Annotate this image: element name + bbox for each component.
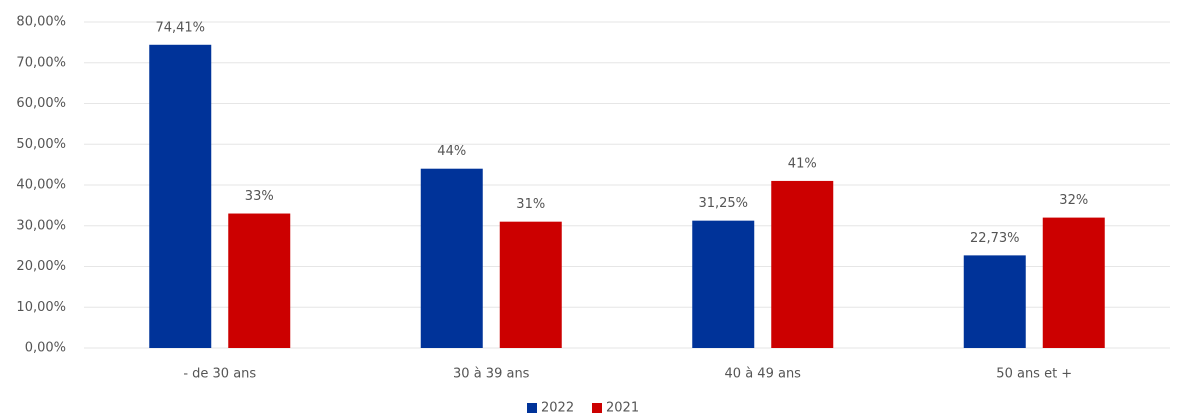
data-label: 74,41%: [155, 20, 205, 35]
y-tick-label: 80,00%: [16, 15, 66, 30]
bar: [771, 180, 834, 348]
x-tick-label: 30 à 39 ans: [453, 367, 530, 382]
data-label: 33%: [245, 189, 274, 204]
data-label: 41%: [788, 156, 817, 171]
y-tick-label: 0,00%: [25, 341, 66, 356]
data-label: 32%: [1059, 193, 1088, 208]
bar: [228, 213, 291, 348]
legend-label: 2021: [606, 401, 639, 416]
data-label: 31,25%: [698, 196, 748, 211]
bar: [963, 255, 1026, 348]
bar: [499, 221, 562, 348]
y-tick-label: 20,00%: [16, 259, 66, 274]
data-label: 44%: [437, 144, 466, 159]
data-label: 31%: [516, 197, 545, 212]
bar: [149, 44, 212, 349]
data-label: 22,73%: [970, 231, 1020, 246]
y-tick-label: 30,00%: [16, 218, 66, 233]
y-tick-label: 10,00%: [16, 300, 66, 315]
y-tick-label: 50,00%: [16, 137, 66, 152]
x-tick-label: 40 à 49 ans: [725, 367, 802, 382]
y-tick-label: 60,00%: [16, 96, 66, 111]
y-tick-label: 70,00%: [16, 55, 66, 70]
bar: [1042, 217, 1105, 348]
bar: [420, 168, 483, 348]
legend-swatch: [527, 403, 537, 413]
x-tick-label: - de 30 ans: [183, 367, 256, 382]
bar: [692, 220, 755, 348]
x-tick-label: 50 ans et +: [996, 367, 1072, 382]
legend-label: 2022: [541, 401, 574, 416]
y-tick-label: 40,00%: [16, 178, 66, 193]
legend-swatch: [592, 403, 602, 413]
